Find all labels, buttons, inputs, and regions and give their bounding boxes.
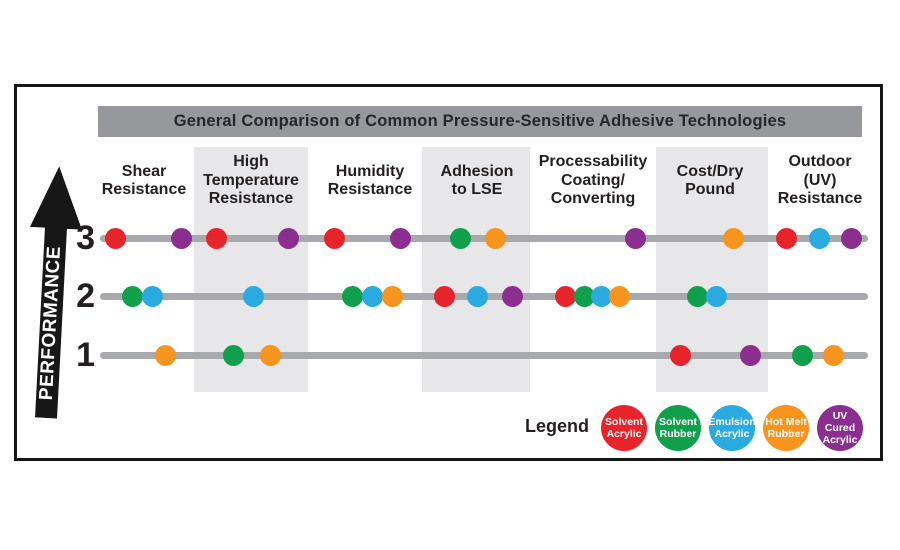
column-header-line: Shear bbox=[121, 162, 167, 180]
legend-item-label: UV Cured bbox=[824, 410, 856, 434]
column-header-line: Temperature bbox=[203, 171, 299, 189]
data-dot bbox=[121, 285, 143, 307]
legend-title: Legend bbox=[524, 416, 589, 436]
column-header-line: to LSE bbox=[451, 181, 503, 198]
column-header-line: Processability bbox=[538, 153, 648, 171]
data-dot bbox=[808, 227, 830, 249]
data-dot bbox=[775, 227, 797, 249]
performance-level-line bbox=[100, 234, 868, 242]
legend-item-label: Solvent bbox=[659, 416, 697, 428]
chart-title: General Comparison of Common Pressure-Se… bbox=[173, 112, 787, 130]
data-dot bbox=[341, 285, 363, 307]
data-dot bbox=[449, 227, 471, 249]
data-dot bbox=[389, 227, 411, 249]
column-header: Processability Coating/Converting bbox=[515, 146, 671, 216]
legend-item: Emulsion Acrylic bbox=[708, 405, 756, 451]
data-dot bbox=[170, 227, 192, 249]
column-header-line: Coating/ bbox=[561, 171, 625, 189]
performance-level-line bbox=[100, 351, 868, 359]
legend-item-label: Solvent bbox=[605, 416, 643, 428]
legend-item-label: Emulsion bbox=[708, 416, 756, 428]
performance-level-label: 2 bbox=[76, 277, 95, 315]
data-dot bbox=[259, 344, 281, 366]
data-dot bbox=[739, 344, 761, 366]
column-header: Humidity Resistance bbox=[292, 146, 448, 216]
data-dot bbox=[840, 227, 862, 249]
data-dot bbox=[154, 344, 176, 366]
data-dot bbox=[624, 227, 646, 249]
data-dot bbox=[361, 285, 383, 307]
column-header-line: Converting bbox=[550, 190, 636, 208]
legend-item-label: Acrylic bbox=[822, 434, 858, 446]
column-header-line: Resistance bbox=[208, 190, 294, 208]
data-dot bbox=[608, 285, 630, 307]
legend-item: Solvent Acrylic bbox=[601, 405, 647, 451]
performance-level-label: 3 bbox=[76, 219, 95, 257]
data-dot bbox=[705, 285, 727, 307]
column-header: Adhesion to LSE bbox=[399, 146, 555, 216]
data-dot bbox=[277, 227, 299, 249]
data-dot bbox=[686, 285, 708, 307]
data-dot bbox=[501, 285, 523, 307]
column-header-line: Outdoor bbox=[788, 153, 852, 171]
legend-item: Solvent Rubber bbox=[655, 405, 701, 451]
data-dot bbox=[554, 285, 576, 307]
data-dot bbox=[433, 285, 455, 307]
chart-title-bar: General Comparison of Common Pressure-Se… bbox=[98, 106, 862, 137]
column-header: Cost/Dry Pound bbox=[632, 146, 788, 216]
data-dot bbox=[573, 285, 595, 307]
data-dot bbox=[104, 227, 126, 249]
column-header: Shear Resistance bbox=[66, 146, 222, 216]
column-header: Outdoor (UV) Resistance bbox=[742, 146, 898, 216]
data-dot bbox=[381, 285, 403, 307]
legend-item: UV Cured Acrylic bbox=[817, 405, 863, 451]
column-header: High Temperature Resistance bbox=[173, 146, 329, 216]
column-header-line: Pound bbox=[685, 181, 735, 198]
legend-item: Hot Melt Rubber bbox=[763, 405, 809, 451]
legend-item-label: Acrylic bbox=[714, 428, 750, 440]
data-dot bbox=[722, 227, 744, 249]
column-header-line: (UV) bbox=[803, 171, 837, 189]
up-arrow-icon bbox=[29, 166, 82, 419]
data-dot bbox=[590, 285, 612, 307]
data-dot bbox=[141, 285, 163, 307]
data-dot bbox=[484, 227, 506, 249]
performance-arrow: PERFORMANCE bbox=[20, 165, 85, 419]
data-dot bbox=[242, 285, 264, 307]
column-header-line: Resistance bbox=[101, 181, 187, 198]
legend-item-label: Hot Melt bbox=[765, 416, 807, 428]
data-dot bbox=[466, 285, 488, 307]
legend-item-label: Rubber bbox=[659, 428, 697, 440]
category-band bbox=[194, 147, 308, 392]
data-dot bbox=[669, 344, 691, 366]
data-dot bbox=[822, 344, 844, 366]
data-dot bbox=[222, 344, 244, 366]
column-header-line: Adhesion bbox=[440, 162, 514, 180]
data-dot bbox=[205, 227, 227, 249]
column-header-line: High bbox=[233, 153, 269, 171]
column-header-line: Resistance bbox=[327, 181, 413, 198]
data-dot bbox=[791, 344, 813, 366]
column-header-line: Humidity bbox=[335, 162, 405, 180]
legend-item-label: Acrylic bbox=[606, 428, 642, 440]
performance-level-label: 1 bbox=[76, 336, 95, 374]
legend-item-label: Rubber bbox=[767, 428, 805, 440]
category-band bbox=[422, 147, 530, 392]
data-dot bbox=[323, 227, 345, 249]
column-header-line: Cost/Dry bbox=[676, 162, 744, 180]
column-header-line: Resistance bbox=[777, 190, 863, 208]
